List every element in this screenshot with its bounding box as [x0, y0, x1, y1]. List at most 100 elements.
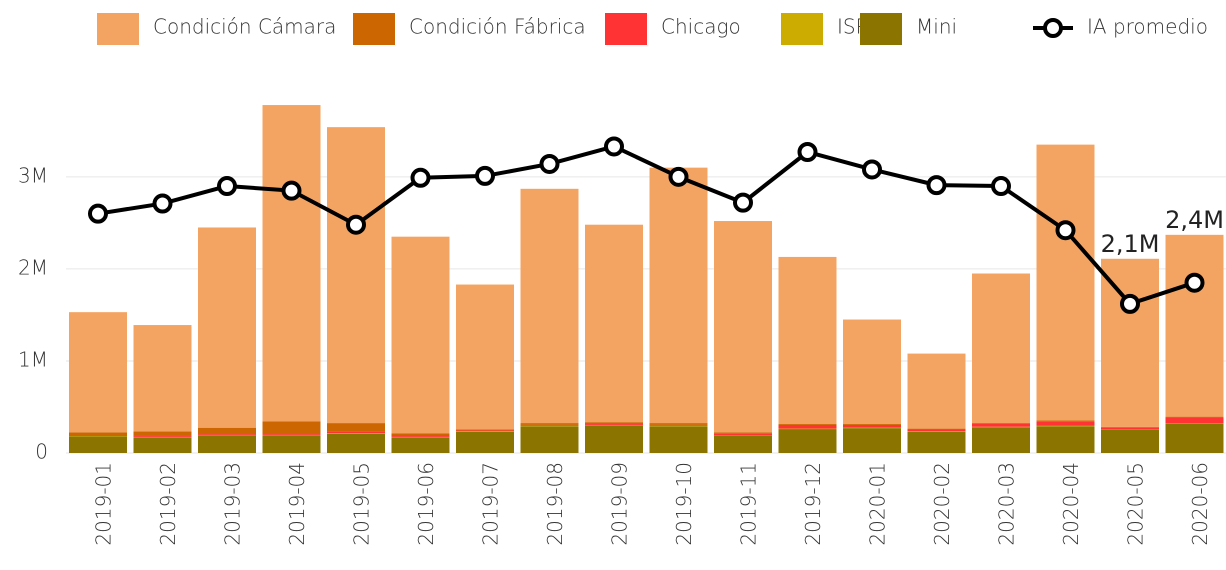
bar-segment — [650, 425, 708, 426]
bar-segment — [263, 421, 321, 434]
bar-segment — [908, 429, 966, 430]
bar-segment — [456, 430, 514, 431]
bar-segment — [1101, 259, 1159, 427]
bar-segment — [779, 424, 837, 425]
x-tick-label: 2019-10 — [672, 462, 696, 546]
bar-segment — [392, 435, 450, 437]
bar-segment — [650, 168, 708, 423]
x-tick-label: 2020-05 — [1124, 462, 1148, 546]
bar-segment — [69, 436, 127, 453]
bar-segment — [456, 285, 514, 430]
bar-segment — [1101, 427, 1159, 428]
bar-segment — [521, 189, 579, 423]
line-marker — [219, 178, 235, 194]
x-tick-label: 2020-03 — [995, 462, 1019, 546]
bar-segment — [69, 432, 127, 435]
line-marker — [1058, 222, 1074, 238]
bar-segment — [1037, 426, 1095, 453]
bar-segment — [972, 427, 1030, 453]
line-marker — [1122, 296, 1138, 312]
bar-segment — [392, 437, 450, 453]
bar-segment — [1101, 430, 1159, 453]
bar-segment — [1037, 145, 1095, 421]
bar-segment — [198, 436, 256, 453]
bar-segment — [779, 257, 837, 424]
bar-segment — [714, 436, 772, 453]
bar-segment — [69, 312, 127, 432]
bar-segment — [69, 435, 127, 436]
bar-segment — [908, 354, 966, 429]
bar-segment — [198, 428, 256, 434]
legend-label: Chicago — [661, 15, 741, 39]
bar-segment — [392, 237, 450, 434]
bar-segment — [585, 225, 643, 422]
x-tick-label: 2019-09 — [608, 462, 632, 546]
bar-segment — [843, 424, 901, 425]
legend-label: IA promedio — [1087, 15, 1208, 39]
bar-segment — [1166, 417, 1224, 418]
x-tick-label: 2019-12 — [801, 462, 825, 546]
line-marker — [413, 170, 429, 186]
bar-segment — [843, 425, 901, 428]
bar-segment — [327, 423, 385, 431]
x-tick-label: 2019-08 — [543, 462, 567, 546]
bar-segment — [1037, 421, 1095, 426]
bar-segment — [650, 426, 708, 453]
line-marker — [284, 183, 300, 199]
legend-marker — [1045, 20, 1061, 36]
bar-segment — [521, 426, 579, 453]
line-marker — [864, 161, 880, 177]
legend-swatch — [860, 13, 902, 45]
bar-segment — [263, 105, 321, 421]
bar-segment — [134, 431, 192, 436]
line-marker — [735, 195, 751, 211]
bar-segment — [1101, 428, 1159, 430]
line-marker — [606, 138, 622, 154]
line-marker — [929, 177, 945, 193]
x-tick-label: 2020-04 — [1059, 462, 1083, 546]
legend-label: Condición Cámara — [153, 15, 336, 39]
bar-segment — [327, 434, 385, 453]
line-marker — [993, 178, 1009, 194]
y-tick-label: 2M — [18, 255, 48, 279]
bar-segment — [585, 424, 643, 425]
x-tick-label: 2019-07 — [479, 462, 503, 546]
line-marker — [90, 206, 106, 222]
bar-segment — [1166, 235, 1224, 417]
bar-segment — [908, 430, 966, 432]
y-tick-label: 3M — [18, 163, 48, 187]
x-tick-label: 2019-05 — [350, 462, 374, 546]
bar-segment — [714, 221, 772, 432]
bar-segment — [843, 428, 901, 453]
bar-segment — [198, 227, 256, 427]
bar-segment — [327, 127, 385, 423]
legend-label: Mini — [916, 15, 957, 39]
annotation: 2,1M — [1101, 230, 1160, 258]
bar-segment — [134, 437, 192, 453]
line — [98, 146, 1195, 303]
bar-segment — [263, 436, 321, 453]
x-tick-label: 2019-06 — [414, 462, 438, 546]
bar-segment — [456, 432, 514, 453]
bar-segment — [843, 320, 901, 424]
bar-segment — [263, 434, 321, 435]
bar-segment — [650, 423, 708, 425]
bar-segment — [779, 425, 837, 429]
bar-segment — [714, 433, 772, 435]
bar-segment — [521, 425, 579, 426]
bar-segment — [972, 424, 1030, 427]
bar-segment — [392, 433, 450, 435]
bar-segment — [521, 423, 579, 425]
bar-segment — [327, 431, 385, 433]
y-tick-label: 0 — [35, 440, 48, 464]
x-tick-label: 2019-03 — [221, 462, 245, 546]
bar-segment — [972, 274, 1030, 424]
line-marker — [542, 156, 558, 172]
x-tick-label: 2019-01 — [92, 462, 116, 546]
bar-segment — [714, 432, 772, 433]
bar-segment — [972, 423, 1030, 424]
legend-swatch — [353, 13, 395, 45]
bar-segment — [134, 325, 192, 431]
x-tick-label: 2019-04 — [285, 462, 309, 546]
